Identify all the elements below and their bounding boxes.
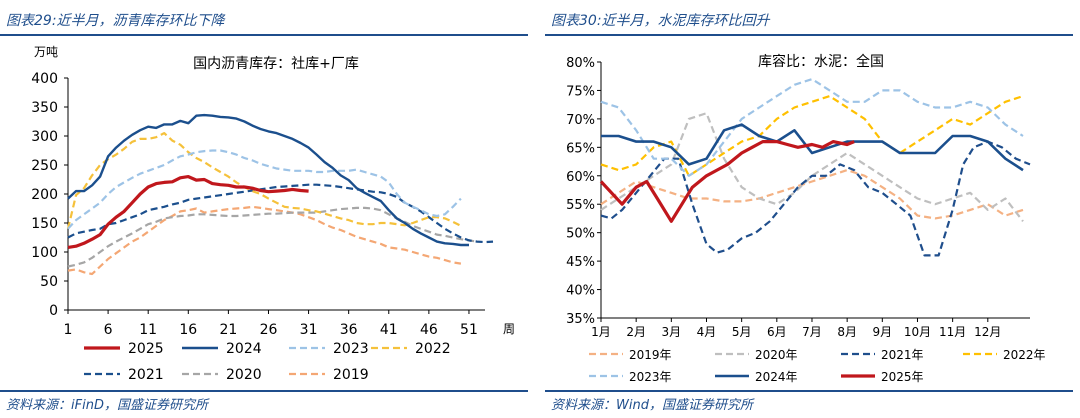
y-tick-label: 400	[31, 71, 58, 87]
series-line-2019年	[600, 169, 1024, 220]
x-tick-label: 46	[420, 322, 438, 338]
y-tick-label: 250	[31, 158, 58, 174]
y-tick-label: 350	[31, 100, 58, 116]
x-tick-label: 9月	[872, 325, 892, 339]
y-tick-label: 0	[49, 303, 58, 319]
x-tick-label: 1月	[591, 325, 611, 339]
y-tick-label: 50%	[566, 227, 595, 242]
legend-label: 2024	[226, 341, 262, 357]
y-tick-label: 100	[31, 245, 58, 261]
x-tick-label: 3月	[662, 325, 682, 339]
x-tick-label: 12月	[974, 325, 1001, 339]
y-tick-label: 65%	[566, 141, 595, 156]
x-tick-label: 2月	[626, 325, 646, 339]
legend-label: 2020年	[755, 348, 798, 362]
asphalt-inventory-chart: 国内沥青库存：社库+厂库 万吨周 0 50 100 150 200 250 300 350 400 1…	[31, 45, 515, 383]
y-tick-label: 80%	[566, 56, 595, 71]
y-tick-label: 200	[31, 187, 58, 203]
legend-label: 2024年	[755, 370, 798, 384]
y-axis-unit-label: 万吨	[34, 45, 58, 59]
x-tick-label: 26	[260, 322, 278, 338]
y-tick-label: 35%	[566, 312, 595, 327]
left-figure-source: 资料来源：iFinD，国盛证券研究所	[6, 398, 208, 413]
x-tick-label: 31	[300, 322, 318, 338]
x-tick-label: 36	[340, 322, 358, 338]
x-tick-label: 10月	[904, 325, 931, 339]
chart-title: 库容比：水泥：全国	[758, 53, 884, 70]
y-tick-label: 50	[40, 274, 58, 290]
x-tick-label: 11	[139, 322, 157, 338]
series-line-2023年	[600, 77, 1024, 177]
y-tick-label: 60%	[566, 170, 595, 185]
series-line-2024年	[601, 123, 1024, 172]
y-tick-label: 70%	[566, 113, 595, 128]
series-line-2020年	[600, 112, 1024, 222]
y-tick-label: 300	[31, 129, 58, 145]
legend-label: 2025	[128, 341, 164, 357]
x-tick-label: 21	[219, 322, 237, 338]
legend-label: 2020	[226, 367, 262, 383]
legend-label: 2022	[415, 341, 451, 357]
right-figure-title: 图表30:近半月，水泥库存环比回升	[551, 13, 770, 29]
x-tick-label: 7月	[802, 325, 822, 339]
series-line-2020	[67, 206, 478, 268]
legend-label: 2025年	[881, 370, 924, 384]
legend-label: 2023年	[629, 370, 672, 384]
series-line-2019	[67, 205, 462, 276]
series-line-2022年	[600, 94, 1024, 177]
y-tick-label: 40%	[566, 284, 595, 299]
y-tick-label: 45%	[566, 255, 595, 270]
left-top-rule	[0, 34, 528, 36]
series-line-2024	[67, 113, 469, 247]
x-tick-label: 6	[104, 322, 113, 338]
left-bottom-rule	[0, 390, 528, 392]
series-line-2021	[67, 183, 494, 244]
legend-label: 2023	[333, 341, 369, 357]
series-line-2025	[67, 175, 309, 249]
legend-label: 2022年	[1003, 348, 1046, 362]
y-tick-label: 75%	[566, 84, 595, 99]
cement-capacity-ratio-chart: 库容比：水泥：全国 35% 40% 45% 50% 55% 60% 65% 70% 75% 80% 1…	[566, 53, 1046, 384]
left-figure-title: 图表29:近半月，沥青库存环比下降	[6, 13, 225, 29]
series-line-2022	[66, 132, 462, 230]
x-tick-label: 1	[64, 322, 73, 338]
x-tick-label: 4月	[697, 325, 717, 339]
right-figure-panel: 图表30:近半月，水泥库存环比回升 库容比：水泥：全国 35% 40% 45% 50% 5…	[545, 0, 1080, 418]
left-figure-panel: 图表29:近半月，沥青库存环比下降 国内沥青库存：社库+厂库 万吨周 0 50 100 1…	[0, 0, 535, 418]
x-tick-label: 51	[460, 322, 478, 338]
x-tick-label: 6月	[767, 325, 787, 339]
x-tick-label: 5月	[732, 325, 752, 339]
legend-label: 2019年	[629, 348, 672, 362]
y-tick-label: 150	[31, 216, 58, 232]
legend-label: 2021年	[881, 348, 924, 362]
legend-label: 2019	[333, 367, 369, 383]
chart-title: 国内沥青库存：社库+厂库	[193, 56, 359, 72]
y-tick-label: 55%	[566, 198, 595, 213]
x-tick-label: 8月	[837, 325, 857, 339]
x-tick-label: 11月	[939, 325, 966, 339]
x-tick-label: 41	[380, 322, 398, 338]
right-figure-source: 资料来源：Wind，国盛证券研究所	[551, 398, 753, 413]
series-line-2021年	[600, 140, 1031, 257]
series-line-2023	[67, 149, 462, 230]
right-bottom-rule	[545, 390, 1073, 392]
legend-label: 2021	[128, 367, 164, 383]
series-line-2025年	[599, 140, 855, 223]
x-axis-unit-label: 周	[503, 322, 515, 336]
x-tick-label: 16	[179, 322, 197, 338]
right-top-rule	[545, 34, 1073, 36]
